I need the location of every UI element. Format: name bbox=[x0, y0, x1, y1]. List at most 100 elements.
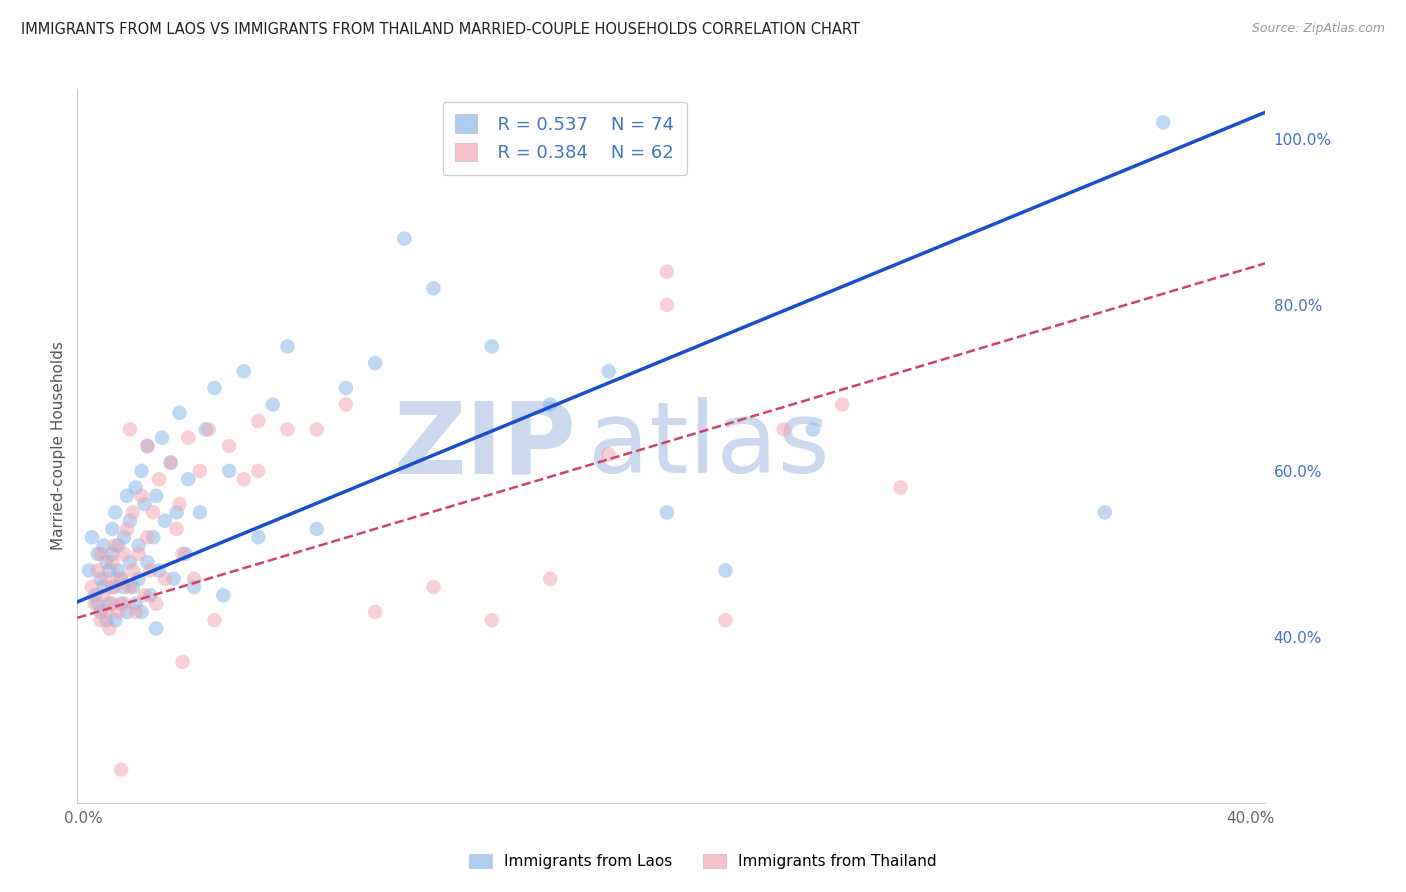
Point bbox=[134, 497, 156, 511]
Point bbox=[481, 339, 503, 353]
Point bbox=[118, 514, 141, 528]
Point bbox=[197, 422, 219, 436]
Point bbox=[145, 489, 167, 503]
Point bbox=[183, 572, 205, 586]
Point bbox=[115, 522, 138, 536]
Point bbox=[422, 281, 444, 295]
Point bbox=[364, 356, 387, 370]
Point bbox=[115, 489, 138, 503]
Point bbox=[87, 547, 110, 561]
Point bbox=[93, 539, 115, 553]
Text: IMMIGRANTS FROM LAOS VS IMMIGRANTS FROM THAILAND MARRIED-COUPLE HOUSEHOLDS CORRE: IMMIGRANTS FROM LAOS VS IMMIGRANTS FROM … bbox=[21, 22, 860, 37]
Point bbox=[204, 381, 226, 395]
Point bbox=[136, 555, 159, 569]
Point bbox=[655, 265, 678, 279]
Point bbox=[148, 564, 170, 578]
Point bbox=[96, 605, 118, 619]
Point bbox=[801, 422, 824, 436]
Point bbox=[83, 588, 105, 602]
Point bbox=[90, 547, 112, 561]
Point bbox=[481, 613, 503, 627]
Point bbox=[276, 422, 298, 436]
Point bbox=[101, 580, 124, 594]
Point bbox=[166, 522, 188, 536]
Legend: Immigrants from Laos, Immigrants from Thailand: Immigrants from Laos, Immigrants from Th… bbox=[463, 848, 943, 875]
Point bbox=[153, 514, 176, 528]
Point bbox=[188, 505, 211, 519]
Point bbox=[169, 497, 191, 511]
Point bbox=[538, 397, 561, 411]
Point bbox=[118, 555, 141, 569]
Point bbox=[194, 422, 217, 436]
Point bbox=[118, 580, 141, 594]
Point bbox=[598, 447, 620, 461]
Point bbox=[136, 439, 159, 453]
Point bbox=[247, 530, 270, 544]
Point bbox=[107, 564, 129, 578]
Point bbox=[131, 605, 153, 619]
Point bbox=[121, 580, 143, 594]
Point bbox=[90, 605, 112, 619]
Point bbox=[77, 564, 100, 578]
Point bbox=[93, 588, 115, 602]
Point bbox=[118, 422, 141, 436]
Point bbox=[83, 597, 105, 611]
Point bbox=[80, 580, 103, 594]
Point bbox=[422, 580, 444, 594]
Point bbox=[145, 597, 167, 611]
Point bbox=[112, 530, 135, 544]
Point bbox=[98, 597, 121, 611]
Text: atlas: atlas bbox=[588, 398, 830, 494]
Point bbox=[104, 613, 127, 627]
Point bbox=[177, 472, 200, 486]
Point bbox=[115, 605, 138, 619]
Point bbox=[1152, 115, 1174, 129]
Point bbox=[655, 505, 678, 519]
Point bbox=[112, 597, 135, 611]
Point bbox=[139, 588, 162, 602]
Point bbox=[121, 505, 143, 519]
Point bbox=[232, 364, 254, 378]
Point bbox=[87, 597, 110, 611]
Point bbox=[134, 588, 156, 602]
Point bbox=[121, 564, 143, 578]
Point bbox=[772, 422, 794, 436]
Point bbox=[247, 414, 270, 428]
Y-axis label: Married-couple Households: Married-couple Households bbox=[51, 342, 66, 550]
Point bbox=[104, 580, 127, 594]
Point bbox=[1094, 505, 1116, 519]
Point bbox=[889, 481, 911, 495]
Point bbox=[128, 539, 150, 553]
Point bbox=[364, 605, 387, 619]
Point bbox=[598, 364, 620, 378]
Point bbox=[80, 530, 103, 544]
Point bbox=[128, 547, 150, 561]
Point bbox=[145, 622, 167, 636]
Point bbox=[107, 605, 129, 619]
Point bbox=[159, 456, 181, 470]
Point bbox=[139, 564, 162, 578]
Point bbox=[125, 597, 148, 611]
Point bbox=[98, 622, 121, 636]
Point bbox=[714, 564, 737, 578]
Point bbox=[174, 547, 197, 561]
Point bbox=[136, 439, 159, 453]
Point bbox=[110, 597, 132, 611]
Point bbox=[110, 572, 132, 586]
Point bbox=[183, 580, 205, 594]
Point bbox=[107, 539, 129, 553]
Point bbox=[112, 547, 135, 561]
Point bbox=[150, 431, 173, 445]
Point bbox=[96, 555, 118, 569]
Point bbox=[125, 481, 148, 495]
Point bbox=[262, 397, 284, 411]
Point bbox=[98, 564, 121, 578]
Point bbox=[153, 572, 176, 586]
Point bbox=[232, 472, 254, 486]
Point bbox=[101, 555, 124, 569]
Point bbox=[101, 597, 124, 611]
Point bbox=[112, 580, 135, 594]
Point bbox=[335, 381, 357, 395]
Point bbox=[212, 588, 235, 602]
Point bbox=[96, 572, 118, 586]
